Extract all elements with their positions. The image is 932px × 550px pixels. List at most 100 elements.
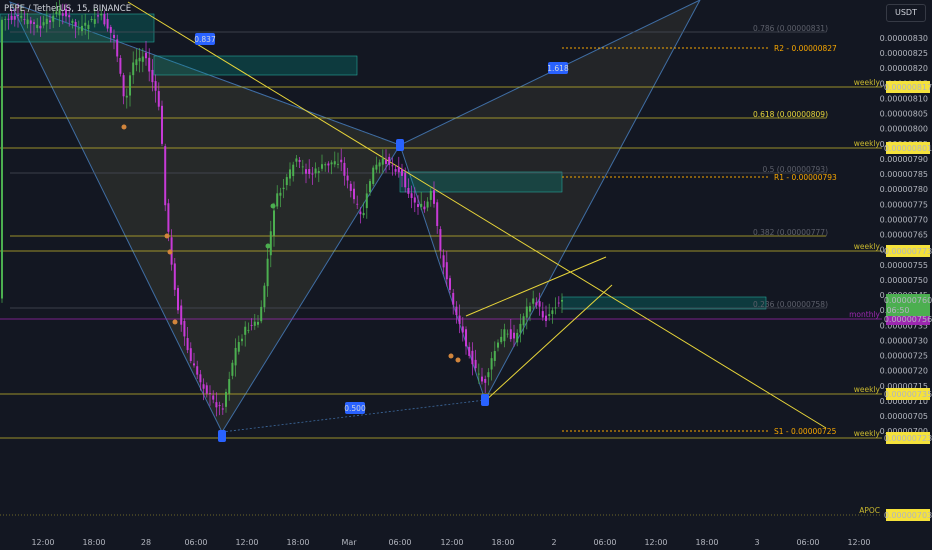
candle — [449, 278, 451, 290]
candle — [474, 359, 477, 369]
level-label: weekly — [854, 242, 881, 251]
candle — [244, 326, 247, 335]
signal-dot — [172, 319, 178, 325]
candle — [429, 190, 432, 200]
signal-dot — [455, 357, 461, 363]
time-axis-tick: 12:00 — [440, 538, 463, 547]
candle — [375, 164, 378, 170]
candle — [263, 285, 266, 308]
candle — [109, 26, 112, 33]
price-axis-tick: 0.00000780 — [880, 185, 928, 194]
candle — [426, 201, 429, 208]
candle — [221, 408, 224, 410]
candle — [340, 159, 343, 163]
signal-dot — [448, 353, 454, 359]
candle — [308, 169, 311, 174]
candle — [525, 306, 528, 318]
price-axis-tick: 0.00000785 — [880, 170, 928, 179]
signal-dot — [167, 249, 173, 255]
fib-label: 0.786 (0.00000831) — [753, 24, 828, 33]
candle — [13, 16, 16, 20]
level-label: monthly — [849, 310, 880, 319]
candle — [321, 164, 323, 169]
candle — [545, 315, 547, 321]
price-axis-tick: 0.00000790 — [880, 155, 928, 164]
candle — [39, 25, 42, 29]
candle — [180, 305, 183, 325]
candle — [81, 25, 83, 32]
level-price-tag-text: 0.00000773 — [884, 247, 932, 256]
level-label: APOC — [859, 506, 880, 515]
candle — [391, 165, 394, 167]
candle — [311, 173, 314, 175]
candles — [1, 0, 563, 417]
candle — [410, 193, 413, 198]
candle — [55, 11, 58, 15]
candle — [17, 14, 19, 16]
candle — [20, 15, 23, 18]
candle — [29, 20, 32, 24]
candle — [212, 395, 215, 400]
time-axis-tick: 06:00 — [388, 538, 411, 547]
price-axis-tick: 0.00000725 — [880, 352, 928, 361]
price-axis-tick: 0.00000730 — [880, 336, 928, 345]
candle — [276, 193, 279, 207]
candle — [106, 19, 109, 29]
level-price-tag — [886, 509, 930, 521]
wedge-upper-line — [465, 256, 607, 317]
supply-zone — [0, 13, 155, 43]
fib-label: 0.618 (0.00000809) — [753, 110, 828, 119]
candle — [506, 333, 509, 335]
candle — [77, 28, 80, 30]
candle — [279, 192, 282, 196]
price-axis-tick: 0.00000735 — [880, 321, 928, 330]
currency-button[interactable]: USDT — [886, 4, 926, 22]
time-axis-tick: 28 — [141, 538, 151, 547]
price-axis-tick: 0.00000775 — [880, 200, 928, 209]
level-price-tag — [886, 142, 930, 154]
candle — [442, 255, 445, 268]
time-axis-bg — [0, 532, 884, 550]
candle — [500, 336, 503, 343]
candle — [273, 210, 275, 236]
candle — [196, 366, 199, 375]
candle — [125, 95, 128, 98]
candle — [157, 91, 160, 107]
price-axis-tick: 0.00000770 — [880, 215, 928, 224]
candle — [353, 188, 355, 200]
candle — [314, 168, 317, 174]
candle — [548, 314, 551, 316]
candle — [493, 351, 496, 361]
candle — [452, 292, 455, 305]
candle — [522, 316, 525, 326]
candle — [378, 162, 381, 167]
candle — [509, 329, 512, 340]
time-axis-tick: 3 — [754, 538, 759, 547]
supply-zone — [153, 55, 358, 76]
level-price-tag — [886, 245, 930, 257]
candle — [372, 167, 375, 184]
price-axis-tick: 0.00000750 — [880, 276, 928, 285]
candle — [305, 169, 307, 174]
candle — [337, 163, 339, 165]
signal-dot — [121, 124, 127, 130]
candle — [417, 204, 419, 207]
candle — [7, 18, 10, 20]
candle — [68, 15, 71, 18]
candle — [413, 197, 416, 203]
bar-countdown: 06:50 — [886, 306, 909, 315]
candle — [292, 164, 295, 177]
candle — [503, 329, 506, 342]
symbol-title: PEPE / TetherUS, 15, BINANCE — [4, 4, 132, 14]
candle — [49, 20, 51, 23]
candle — [266, 258, 269, 287]
time-axis-tick: 2 — [551, 538, 556, 547]
candle — [52, 15, 55, 22]
price-axis-tick: 0.00000805 — [880, 110, 928, 119]
signal-dot — [164, 233, 170, 239]
level-price-tag-text: 0.00000817 — [884, 83, 932, 92]
candle — [333, 161, 336, 165]
candle — [484, 378, 487, 383]
pattern-ratio-badge — [195, 33, 215, 45]
